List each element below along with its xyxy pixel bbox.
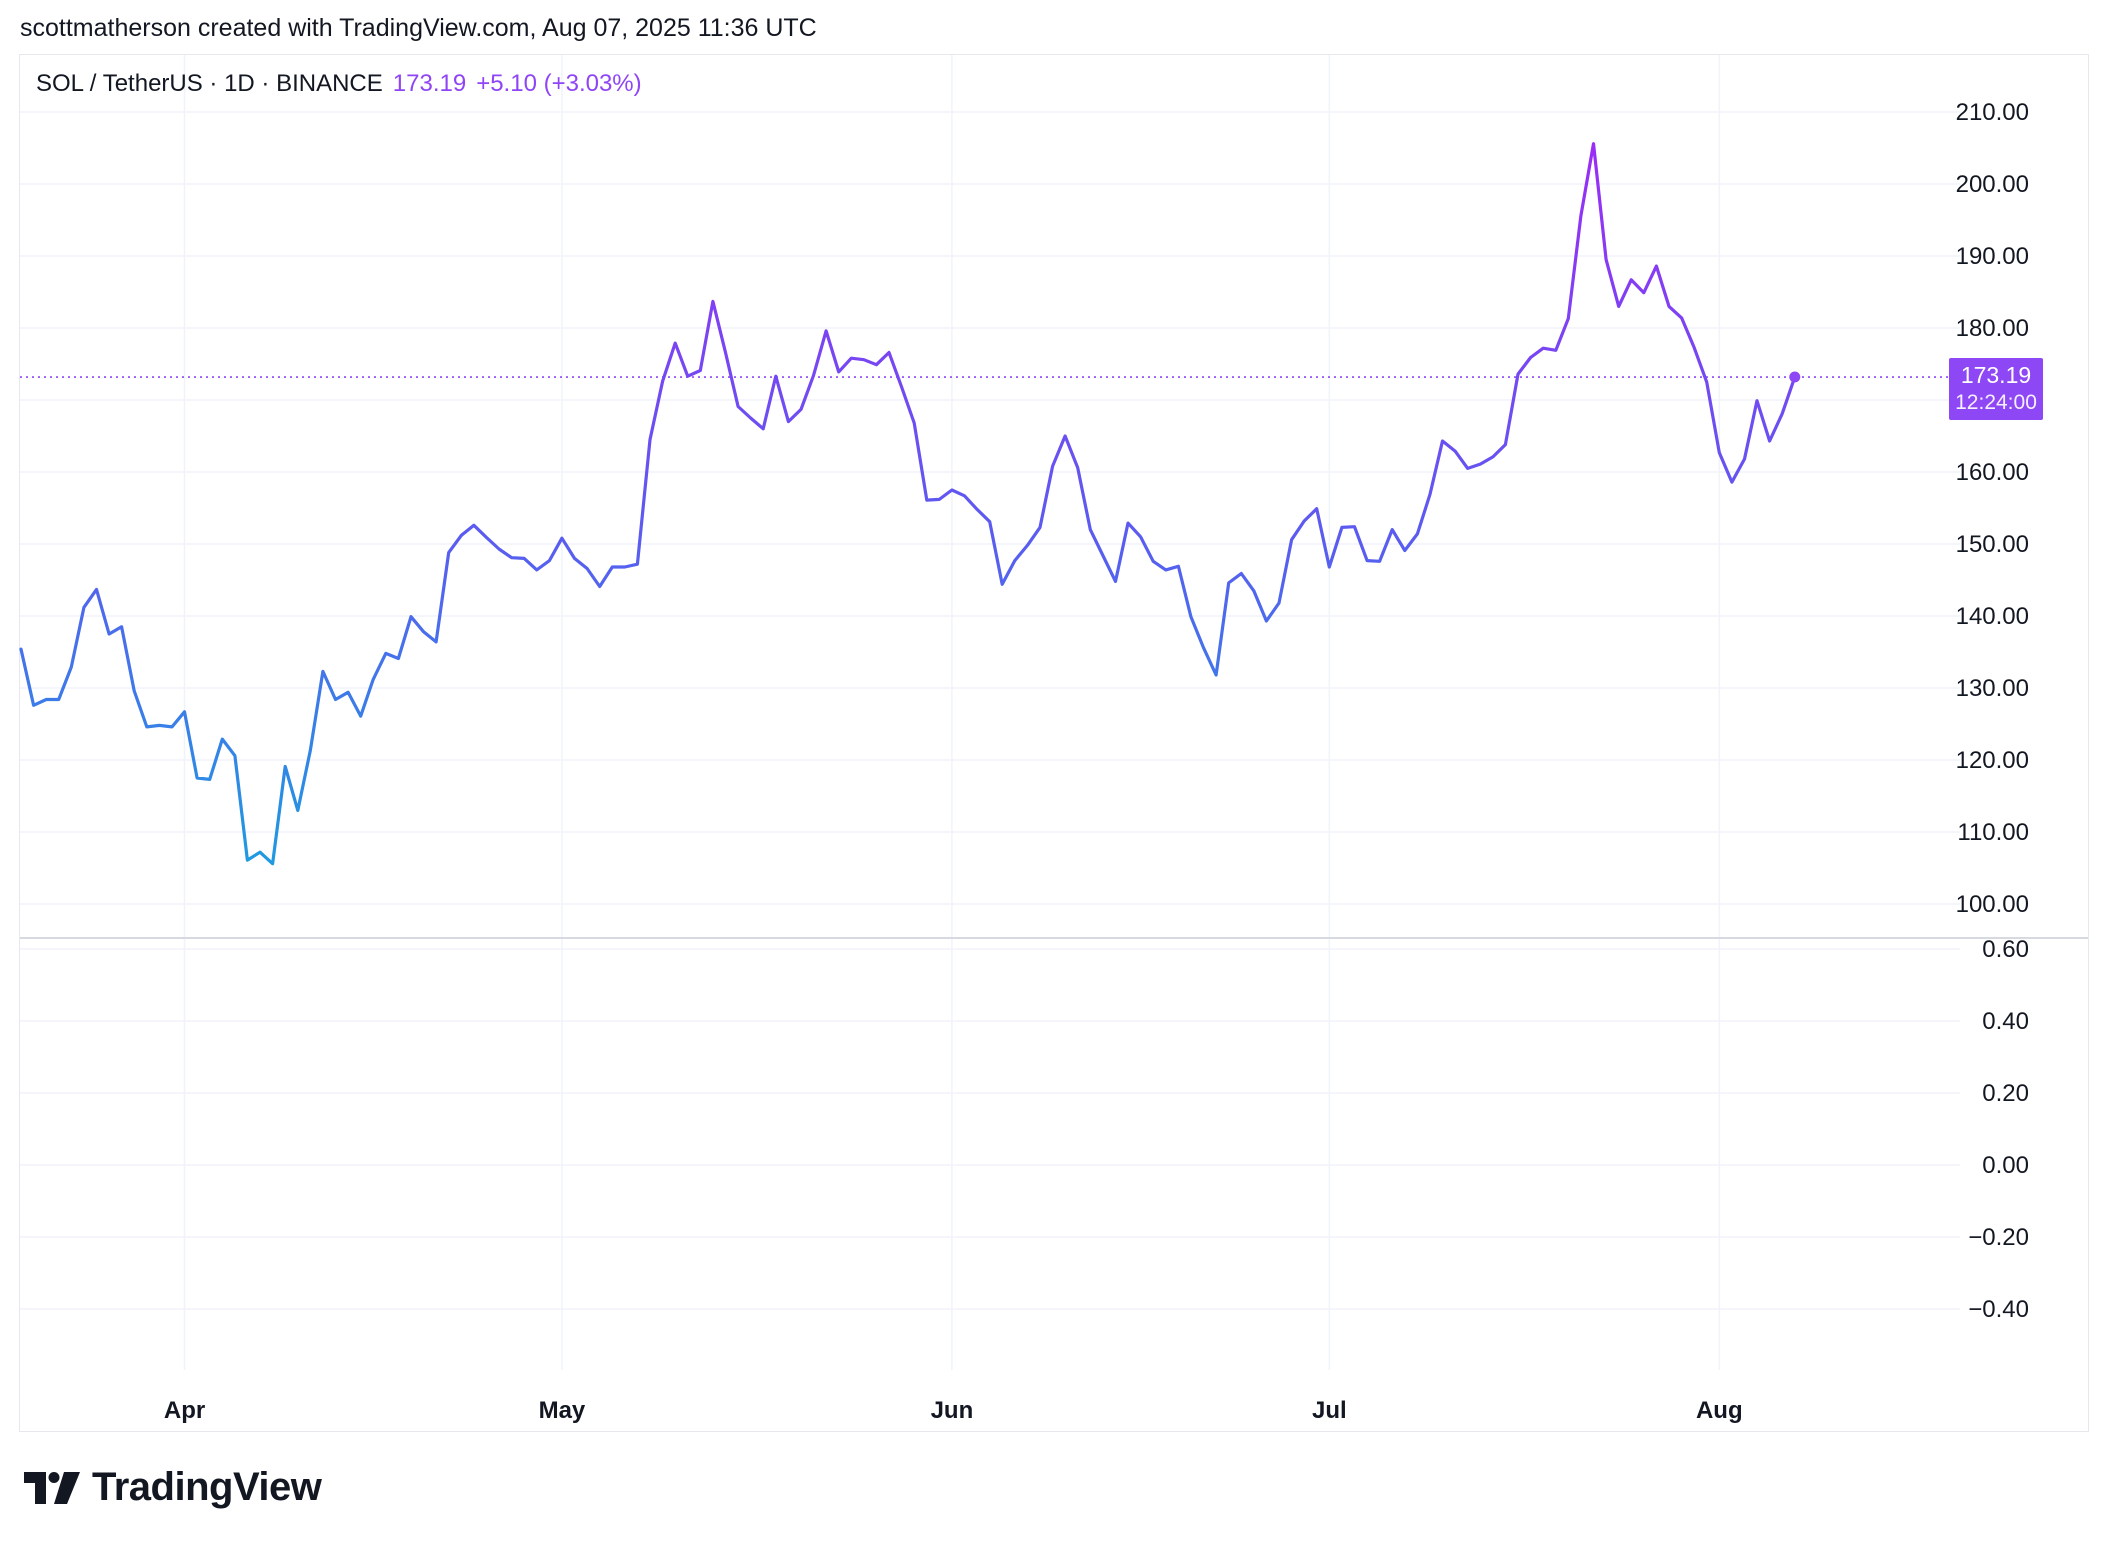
time-axis-tick-label: Apr xyxy=(164,1397,205,1424)
price-axis-tick-label: 130.00 xyxy=(1956,675,2029,702)
price-axis-tick-label: 180.00 xyxy=(1956,315,2029,342)
price-axis-tick-label: 100.00 xyxy=(1956,891,2029,918)
tradingview-logo-text: TradingView xyxy=(92,1465,322,1509)
price-axis-tick-label: 200.00 xyxy=(1956,171,2029,198)
time-axis-tick-label: Aug xyxy=(1696,1397,1743,1424)
chart-legend[interactable]: SOL / TetherUS · 1D · BINANCE 173.19 +5.10… xyxy=(36,70,642,98)
time-axis-tick-label: Jul xyxy=(1312,1397,1347,1424)
price-series-line[interactable] xyxy=(19,142,1797,866)
grid-lines xyxy=(20,55,1960,1370)
indicator-axis-tick-label: −0.20 xyxy=(1968,1224,2029,1251)
price-axis-tick-label: 150.00 xyxy=(1956,531,2029,558)
price-axis-tick-label: 110.00 xyxy=(1957,819,2029,846)
price-axis-tick-label: 120.00 xyxy=(1956,747,2029,774)
price-axis-tick-label: 140.00 xyxy=(1956,603,2029,630)
price-axis-tick-label: 160.00 xyxy=(1956,459,2029,486)
symbol-label[interactable]: SOL / TetherUS · 1D · BINANCE xyxy=(36,70,383,97)
indicator-axis-tick-label: 0.40 xyxy=(1982,1008,2029,1035)
indicator-axis-tick-label: 0.20 xyxy=(1982,1080,2029,1107)
price-axis-tick-label: 190.00 xyxy=(1956,243,2029,270)
tradingview-logo-icon xyxy=(24,1471,80,1504)
indicator-axis-tick-label: −0.40 xyxy=(1968,1296,2029,1323)
price-axis[interactable]: 210.00200.00190.00180.00170.00160.00150.… xyxy=(1956,99,2029,918)
price-change-value: +5.10 (+3.03%) xyxy=(476,70,642,97)
bar-countdown-label: 12:24:00 xyxy=(1955,391,2037,414)
time-axis-tick-label: May xyxy=(539,1397,586,1424)
chart-frame xyxy=(19,54,2089,1432)
indicator-axis-tick-label: 0.60 xyxy=(1982,936,2029,963)
tradingview-logo[interactable]: TradingView xyxy=(24,1465,322,1510)
last-price-value: 173.19 xyxy=(392,70,467,97)
indicator-axis-tick-label: 0.00 xyxy=(1982,1152,2029,1179)
last-price-dot[interactable] xyxy=(1789,371,1801,383)
chart-attribution: scottmatherson created with TradingView.… xyxy=(20,14,817,42)
current-price-label: 173.19 xyxy=(1960,362,2032,388)
indicator-axis[interactable]: 0.60 0.40 0.20 0.00 −0.20 −0.40 xyxy=(1968,936,2029,1323)
price-axis-tick-label: 210.00 xyxy=(1956,99,2029,126)
time-axis-tick-label: Jun xyxy=(931,1397,974,1424)
time-axis[interactable]: Apr May Jun Jul Aug xyxy=(164,1397,1743,1424)
current-price-tag: 173.19 12:24:00 xyxy=(1949,358,2043,420)
